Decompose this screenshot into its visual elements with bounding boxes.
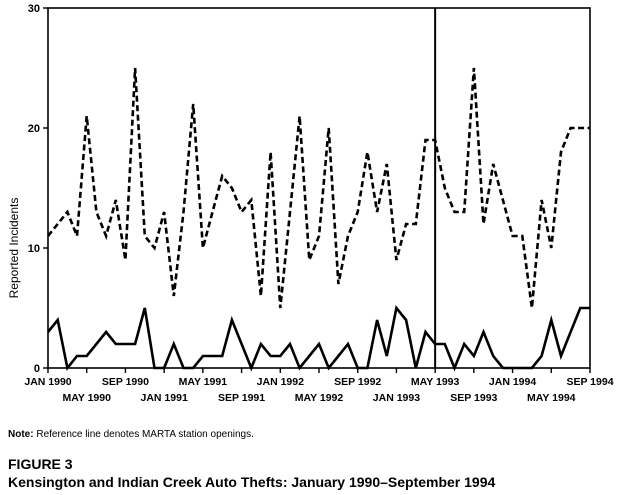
x-tick-label: JAN 1994 — [489, 376, 536, 388]
x-tick-label: SEP 1990 — [102, 376, 149, 388]
y-tick-label: 0 — [34, 363, 40, 375]
series-line-dashed — [46, 67, 590, 309]
y-tick-label: 30 — [28, 3, 40, 15]
note-label: Note: — [8, 429, 34, 440]
x-tick-label: MAY 1991 — [179, 376, 228, 388]
x-tick-label: SEP 1994 — [566, 376, 613, 388]
x-tick-label: SEP 1993 — [450, 392, 497, 404]
y-axis-label: Reported Incidents — [7, 198, 21, 299]
x-tick-label: SEP 1991 — [218, 392, 265, 404]
x-tick-label: MAY 1990 — [62, 392, 111, 404]
chart-note: Note: Reference line denotes MARTA stati… — [8, 429, 254, 440]
x-tick-label: JAN 1992 — [257, 376, 304, 388]
x-tick-label: JAN 1993 — [373, 392, 420, 404]
series-line-solid — [46, 305, 590, 372]
figure-label: FIGURE 3 — [8, 456, 73, 472]
x-tick-label: JAN 1991 — [141, 392, 188, 404]
x-tick-label: SEP 1992 — [334, 376, 381, 388]
line-chart: 0 10 20 30 JAN 1990 SEP 1990 MAY 1991 JAN 1992 S… — [7, 3, 614, 404]
x-tick-label: JAN 1990 — [24, 376, 71, 388]
x-tick-label: MAY 1992 — [295, 392, 344, 404]
x-tick-label: MAY 1994 — [527, 392, 576, 404]
y-tick-label: 20 — [28, 123, 40, 135]
x-tick-label: MAY 1993 — [411, 376, 460, 388]
figure-title: Kensington and Indian Creek Auto Thefts:… — [8, 474, 496, 490]
y-tick-label: 10 — [28, 243, 40, 255]
note-text: Reference line denotes MARTA station ope… — [36, 429, 254, 440]
